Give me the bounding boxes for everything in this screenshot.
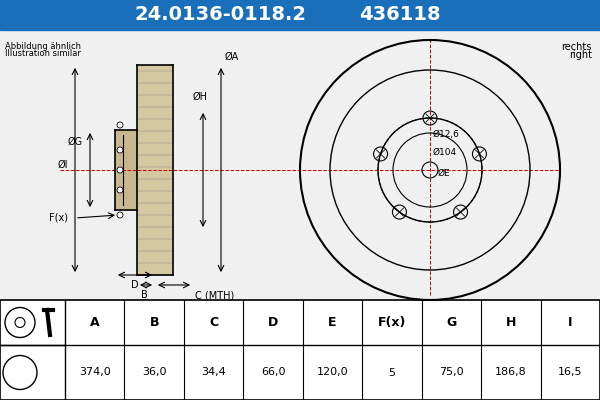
Text: 374,0: 374,0: [79, 368, 110, 378]
Bar: [115, 130, 137, 210]
Text: Abbildung ähnlich: Abbildung ähnlich: [5, 42, 81, 51]
Text: A: A: [90, 316, 100, 329]
Text: 24.0136-0118.2: 24.0136-0118.2: [134, 6, 306, 24]
Text: B: B: [140, 290, 148, 300]
Text: 16,5: 16,5: [558, 368, 583, 378]
Text: D: D: [131, 280, 139, 290]
Circle shape: [117, 122, 123, 128]
Text: ØH: ØH: [193, 92, 208, 102]
Text: 436118: 436118: [359, 6, 441, 24]
Circle shape: [117, 147, 123, 153]
Text: ØG: ØG: [68, 137, 83, 147]
Text: 66,0: 66,0: [261, 368, 286, 378]
Bar: [137, 65, 173, 275]
Bar: [0, 0, 600, 30]
Text: Ø12,6: Ø12,6: [433, 130, 460, 140]
Text: B: B: [149, 316, 159, 329]
Text: 36,0: 36,0: [142, 368, 166, 378]
Text: C (MTH): C (MTH): [195, 290, 234, 300]
Circle shape: [117, 187, 123, 193]
Text: rechts: rechts: [562, 42, 592, 52]
Text: 34,4: 34,4: [201, 368, 226, 378]
Text: ØA: ØA: [225, 52, 239, 62]
Text: 186,8: 186,8: [495, 368, 527, 378]
Text: I: I: [568, 316, 572, 329]
Circle shape: [117, 212, 123, 218]
Text: 5: 5: [388, 368, 395, 378]
Text: H: H: [506, 316, 516, 329]
Bar: [0, 300, 600, 400]
Circle shape: [117, 167, 123, 173]
Bar: [0, 30, 600, 300]
Text: F(x): F(x): [49, 213, 68, 223]
Text: Ø104: Ø104: [433, 148, 457, 156]
Text: E: E: [328, 316, 337, 329]
Text: G: G: [446, 316, 457, 329]
Text: 75,0: 75,0: [439, 368, 464, 378]
Text: F(x): F(x): [378, 316, 406, 329]
Text: 120,0: 120,0: [317, 368, 349, 378]
Text: Illustration similar: Illustration similar: [5, 49, 81, 58]
Text: right: right: [569, 50, 592, 60]
Text: ØI: ØI: [58, 160, 68, 170]
Text: C: C: [209, 316, 218, 329]
Text: ØE: ØE: [438, 168, 451, 178]
Text: D: D: [268, 316, 278, 329]
